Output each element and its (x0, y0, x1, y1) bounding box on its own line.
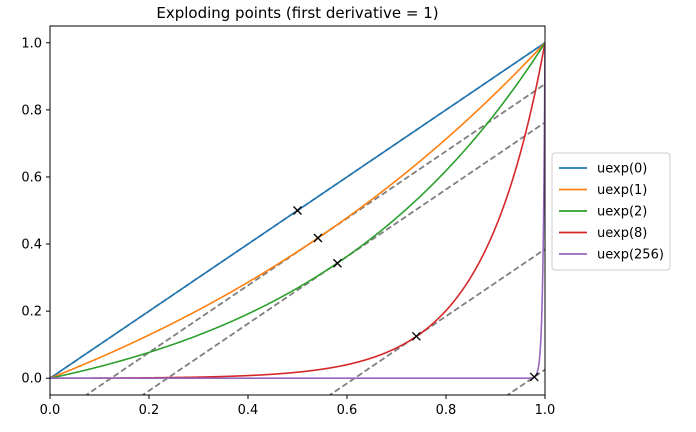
series-line-uexp256 (50, 41, 545, 380)
y-tick-label-1: 0.2 (21, 305, 42, 320)
legend-label-0: uexp(0) (597, 162, 647, 177)
y-tick-label-0: 0.0 (21, 372, 42, 387)
series-curves (50, 41, 545, 380)
x-tick-label-2: 0.4 (238, 403, 259, 418)
legend: uexp(0) uexp(1) uexp(2) uexp(8) uexp(256) (551, 152, 671, 271)
x-tick-label-0: 0.0 (40, 403, 61, 418)
legend-box (551, 152, 671, 271)
x-tick-label-4: 0.8 (436, 403, 457, 418)
legend-label-3: uexp(8) (597, 226, 647, 241)
series-line-uexp2 (50, 42, 545, 380)
chart-title: Exploding points (first derivative = 1) (156, 4, 438, 22)
x-tick-label-3: 0.6 (337, 403, 358, 418)
tangent-line-4 (505, 368, 545, 395)
tangent-line-3 (328, 248, 545, 395)
x-tick-label-5: 1.0 (535, 403, 556, 418)
exploding-point-marker-0 (293, 206, 302, 215)
exploding-point-markers (293, 206, 539, 382)
y-tick-label-3: 0.6 (21, 170, 42, 185)
series-line-uexp1 (50, 42, 545, 379)
exploding-point-marker-3 (411, 331, 421, 341)
y-tick-label-5: 1.0 (21, 36, 42, 51)
y-tick-label-2: 0.4 (21, 238, 42, 253)
exploding-point-marker-2 (332, 258, 342, 268)
legend-label-1: uexp(1) (597, 183, 647, 198)
exploding-point-marker-4 (529, 372, 539, 382)
legend-label-4: uexp(256) (597, 248, 664, 263)
x-tick-label-1: 0.2 (139, 403, 160, 418)
y-tick-label-4: 0.8 (21, 103, 42, 118)
y-axis: 0.0 0.2 0.4 0.6 0.8 1.0 (21, 36, 50, 387)
legend-label-2: uexp(2) (597, 205, 647, 220)
x-axis: 0.0 0.2 0.4 0.6 0.8 1.0 (40, 395, 556, 418)
plot-frame (49, 25, 546, 396)
exploding-point-marker-1 (313, 233, 323, 243)
